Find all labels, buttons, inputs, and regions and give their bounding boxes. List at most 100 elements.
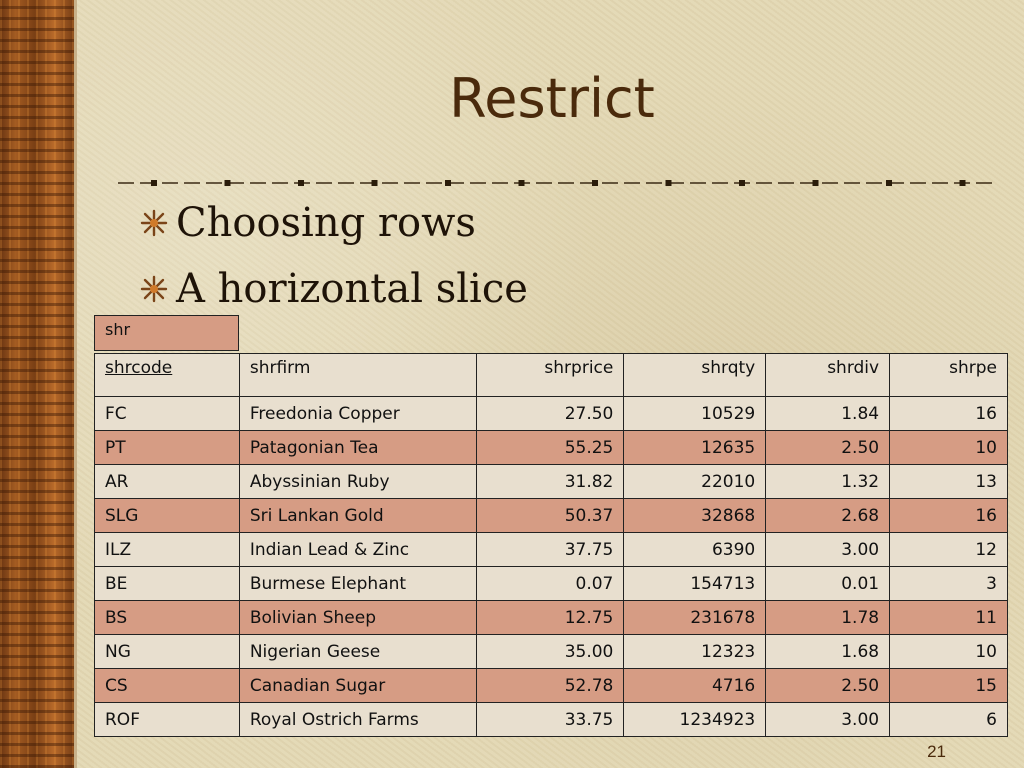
table-cell: 1234923 [623,702,767,737]
table-cell: 31.82 [475,464,625,499]
table-cell: 52.78 [475,668,625,703]
table-cell: 16 [889,396,1008,431]
table-cell: BE [94,566,240,601]
table-cell: 12323 [623,634,767,669]
table-cell: Indian Lead & Zinc [238,532,477,567]
square-dot-icon [959,180,966,186]
table-cell: Abyssinian Ruby [238,464,477,499]
table-cell: AR [94,464,240,499]
table-cell: 2.68 [765,498,891,533]
table-cell: 50.37 [475,498,625,533]
table-cell: 35.00 [475,634,625,669]
column-header: shrprice [475,353,625,397]
table-cell: Patagonian Tea [238,430,477,465]
table-row: SLG Sri Lankan Gold 50.37 32868 2.68 16 [94,498,1008,533]
shr-table: shrcode shrfirm shrprice shrqty shrdiv s… [94,317,1008,737]
star-burst-icon [140,275,168,303]
table-cell: 37.75 [475,532,625,567]
table-cell: 3.00 [765,532,891,567]
table-cell: 12635 [623,430,767,465]
table-cell: 16 [889,498,1008,533]
table-cell: 1.68 [765,634,891,669]
table-cell: 231678 [623,600,767,635]
table-cell: FC [94,396,240,431]
slide-title: Restrict [449,67,655,130]
bullet-item-1: Choosing rows [140,203,476,243]
table-cell: 15 [889,668,1008,703]
decorative-border [0,0,77,768]
page-number: 21 [927,742,946,761]
table-row: ROF Royal Ostrich Farms 33.75 1234923 3.00 6 [94,702,1008,737]
column-header: shrpe [889,353,1008,397]
table-row: BS Bolivian Sheep 12.75 231678 1.78 11 [94,600,1008,635]
star-burst-icon [140,209,168,237]
table-row: BE Burmese Elephant 0.07 154713 0.01 3 [94,566,1008,601]
table-row: NG Nigerian Geese 35.00 12323 1.68 10 [94,634,1008,669]
square-dot-icon [224,180,231,186]
table-cell: BS [94,600,240,635]
table-cell: 3.00 [765,702,891,737]
table-cell: 10 [889,430,1008,465]
table-cell: 1.32 [765,464,891,499]
square-dot-icon [812,180,819,186]
table-cell: Royal Ostrich Farms [238,702,477,737]
table-cell: 27.50 [475,396,625,431]
table-row: FC Freedonia Copper 27.50 10529 1.84 16 [94,396,1008,431]
table-cell: 4716 [623,668,767,703]
table-cell: ROF [94,702,240,737]
square-dot-icon [445,180,451,186]
square-dot-icon [592,180,598,186]
table-cell: 0.07 [475,566,625,601]
table-cell: 1.78 [765,600,891,635]
square-dot-icon [665,180,672,186]
table-cell: 10 [889,634,1008,669]
table-cell: 32868 [623,498,767,533]
table-cell: Canadian Sugar [238,668,477,703]
table-cell: 2.50 [765,430,891,465]
square-dot-icon [371,180,378,186]
square-dot-icon [298,180,304,186]
title-divider [118,180,994,186]
table-cell: 3 [889,566,1008,601]
table-row: ILZ Indian Lead & Zinc 37.75 6390 3.00 12 [94,532,1008,567]
table-cell: SLG [94,498,240,533]
table-cell: NG [94,634,240,669]
table-cell: 33.75 [475,702,625,737]
table-cell: 12 [889,532,1008,567]
table-cell: 12.75 [475,600,625,635]
table-cell: 0.01 [765,566,891,601]
table-cell: 1.84 [765,396,891,431]
column-header: shrfirm [238,353,477,397]
table-cell: CS [94,668,240,703]
column-header: shrqty [623,353,767,397]
column-header: shrcode [94,353,240,397]
table-header-row: shrcode shrfirm shrprice shrqty shrdiv s… [94,353,1008,397]
square-dot-icon [151,180,157,186]
table-cell: ILZ [94,532,240,567]
square-dot-icon [518,180,525,186]
table-cell: 2.50 [765,668,891,703]
table-cell: 11 [889,600,1008,635]
table-cell: Freedonia Copper [238,396,477,431]
bullet-text: Choosing rows [176,200,476,246]
table-row: CS Canadian Sugar 52.78 4716 2.50 15 [94,668,1008,703]
square-dot-icon [886,180,892,186]
table-cell: 6 [889,702,1008,737]
column-header: shrdiv [765,353,891,397]
table-cell: 22010 [623,464,767,499]
table-row: AR Abyssinian Ruby 31.82 22010 1.32 13 [94,464,1008,499]
table-cell: Bolivian Sheep [238,600,477,635]
table-cell: Nigerian Geese [238,634,477,669]
square-dot-icon [739,180,745,186]
table-cell: 55.25 [475,430,625,465]
bullet-item-2: A horizontal slice [140,269,528,309]
table-cell: 13 [889,464,1008,499]
table-cell: Sri Lankan Gold [238,498,477,533]
table-name: shr [94,315,239,351]
bullet-text: A horizontal slice [176,266,528,312]
table-row: PT Patagonian Tea 55.25 12635 2.50 10 [94,430,1008,465]
table-cell: 6390 [623,532,767,567]
table-cell: PT [94,430,240,465]
table-cell: Burmese Elephant [238,566,477,601]
table-cell: 10529 [623,396,767,431]
